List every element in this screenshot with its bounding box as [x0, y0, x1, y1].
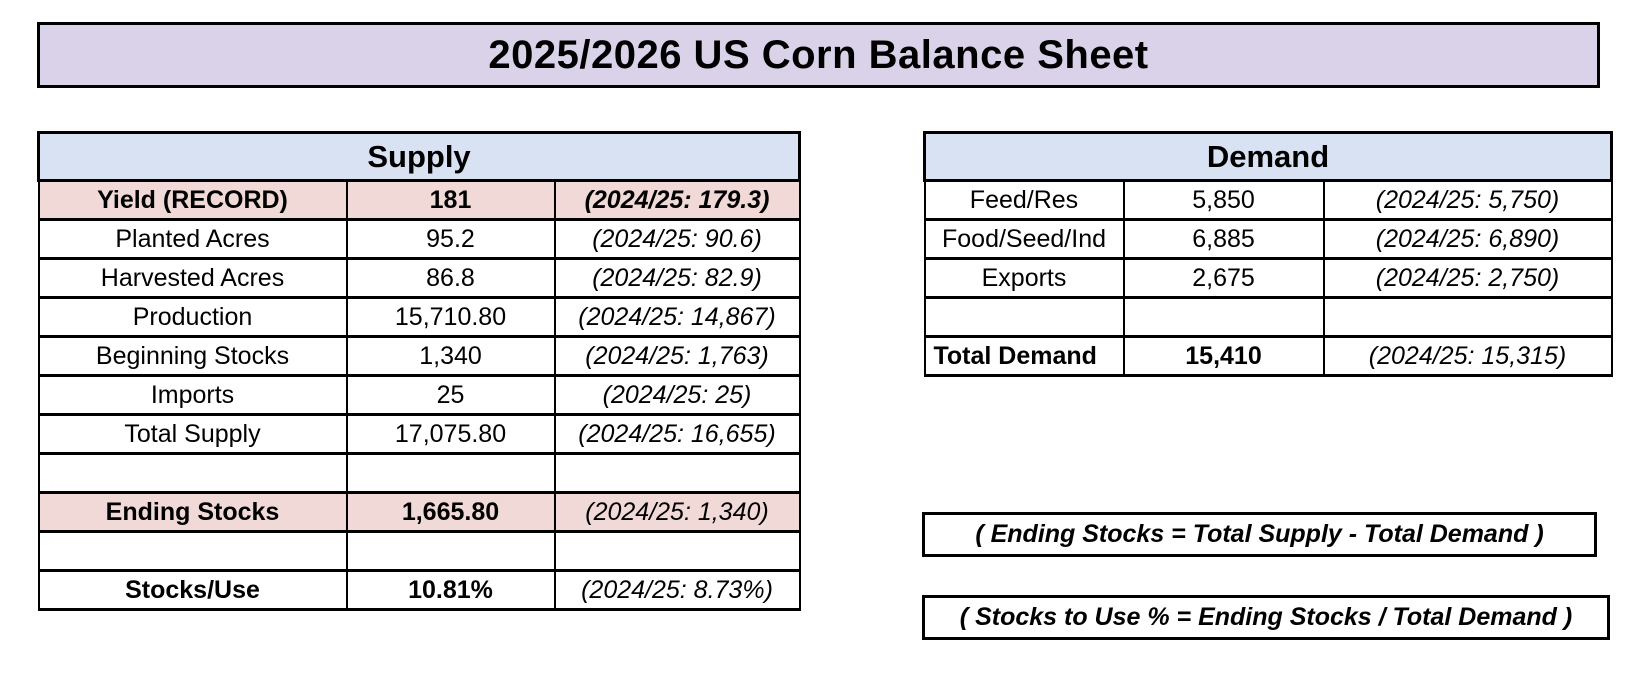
supply-value-cell: 1,340 [345, 335, 556, 377]
page-title: 2025/2026 US Corn Balance Sheet [37, 22, 1600, 88]
supply-label-cell: Planted Acres [37, 218, 348, 260]
demand-prior-cell [1322, 296, 1613, 338]
supply-value-cell: 10.81% [345, 569, 556, 611]
supply-label-cell: Yield (RECORD) [37, 179, 348, 221]
supply-table-row: Total Supply 17,075.80 (2024/25: 16,655) [37, 413, 801, 455]
supply-table-body: Yield (RECORD) 181 (2024/25: 179.3) Planted… [37, 179, 801, 611]
demand-label-cell: Food/Seed/Ind [923, 218, 1125, 260]
supply-label-cell: Ending Stocks [37, 491, 348, 533]
supply-label-cell: Harvested Acres [37, 257, 348, 299]
supply-table-row: Production 15,710.80 (2024/25: 14,867) [37, 296, 801, 338]
supply-value-cell: 25 [345, 374, 556, 416]
demand-value-cell: 2,675 [1122, 257, 1325, 299]
supply-table-row: Beginning Stocks 1,340 (2024/25: 1,763) [37, 335, 801, 377]
supply-prior-cell: (2024/25: 82.9) [553, 257, 801, 299]
supply-prior-cell [553, 452, 801, 494]
supply-prior-cell: (2024/25: 16,655) [553, 413, 801, 455]
supply-header-row: Supply [37, 131, 801, 182]
supply-label-cell: Total Supply [37, 413, 348, 455]
supply-label-cell: Beginning Stocks [37, 335, 348, 377]
supply-value-cell: 95.2 [345, 218, 556, 260]
supply-prior-cell: (2024/25: 1,763) [553, 335, 801, 377]
supply-prior-cell: (2024/25: 179.3) [553, 179, 801, 221]
supply-table-row: Yield (RECORD) 181 (2024/25: 179.3) [37, 179, 801, 221]
supply-value-cell: 15,710.80 [345, 296, 556, 338]
supply-value-cell [345, 530, 556, 572]
demand-label-cell: Total Demand [923, 335, 1125, 377]
supply-value-cell: 1,665.80 [345, 491, 556, 533]
stocks-to-use-formula-note: ( Stocks to Use % = Ending Stocks / Tota… [922, 595, 1610, 640]
demand-value-cell: 15,410 [1122, 335, 1325, 377]
demand-value-cell: 6,885 [1122, 218, 1325, 260]
supply-table-row: Imports 25 (2024/25: 25) [37, 374, 801, 416]
supply-value-cell: 181 [345, 179, 556, 221]
demand-table-body: Feed/Res 5,850 (2024/25: 5,750) Food/Seed/I… [923, 179, 1613, 377]
supply-table-row: Planted Acres 95.2 (2024/25: 90.6) [37, 218, 801, 260]
demand-table: Demand Feed/Res 5,850 (2024/25: 5,750) Food… [923, 131, 1613, 377]
demand-label-cell: Feed/Res [923, 179, 1125, 221]
supply-table: Supply Yield (RECORD) 181 (2024/25: 179.3)… [37, 131, 801, 611]
supply-label-cell: Stocks/Use [37, 569, 348, 611]
demand-prior-cell: (2024/25: 5,750) [1322, 179, 1613, 221]
demand-header-row: Demand [923, 131, 1613, 182]
demand-label-cell [923, 296, 1125, 338]
supply-table-row [37, 452, 801, 494]
supply-prior-cell: (2024/25: 25) [553, 374, 801, 416]
supply-value-cell: 86.8 [345, 257, 556, 299]
supply-value-cell [345, 452, 556, 494]
supply-value-cell: 17,075.80 [345, 413, 556, 455]
demand-table-row: Food/Seed/Ind 6,885 (2024/25: 6,890) [923, 218, 1613, 260]
demand-table-row: Exports 2,675 (2024/25: 2,750) [923, 257, 1613, 299]
demand-value-cell: 5,850 [1122, 179, 1325, 221]
demand-table-header: Demand [923, 131, 1613, 182]
supply-prior-cell: (2024/25: 8.73%) [553, 569, 801, 611]
demand-table-row: Feed/Res 5,850 (2024/25: 5,750) [923, 179, 1613, 221]
supply-label-cell [37, 452, 348, 494]
supply-table-row: Harvested Acres 86.8 (2024/25: 82.9) [37, 257, 801, 299]
supply-prior-cell: (2024/25: 14,867) [553, 296, 801, 338]
supply-prior-cell: (2024/25: 1,340) [553, 491, 801, 533]
supply-prior-cell: (2024/25: 90.6) [553, 218, 801, 260]
demand-table-row: Total Demand 15,410 (2024/25: 15,315) [923, 335, 1613, 377]
ending-stocks-formula-note: ( Ending Stocks = Total Supply - Total D… [922, 512, 1597, 557]
supply-label-cell: Imports [37, 374, 348, 416]
demand-value-cell [1122, 296, 1325, 338]
supply-label-cell [37, 530, 348, 572]
demand-prior-cell: (2024/25: 2,750) [1322, 257, 1613, 299]
supply-table-row: Ending Stocks 1,665.80 (2024/25: 1,340) [37, 491, 801, 533]
demand-label-cell: Exports [923, 257, 1125, 299]
supply-table-row: Stocks/Use 10.81% (2024/25: 8.73%) [37, 569, 801, 611]
supply-table-header: Supply [37, 131, 801, 182]
demand-table-row [923, 296, 1613, 338]
supply-prior-cell [553, 530, 801, 572]
demand-prior-cell: (2024/25: 6,890) [1322, 218, 1613, 260]
demand-prior-cell: (2024/25: 15,315) [1322, 335, 1613, 377]
supply-table-row [37, 530, 801, 572]
supply-label-cell: Production [37, 296, 348, 338]
